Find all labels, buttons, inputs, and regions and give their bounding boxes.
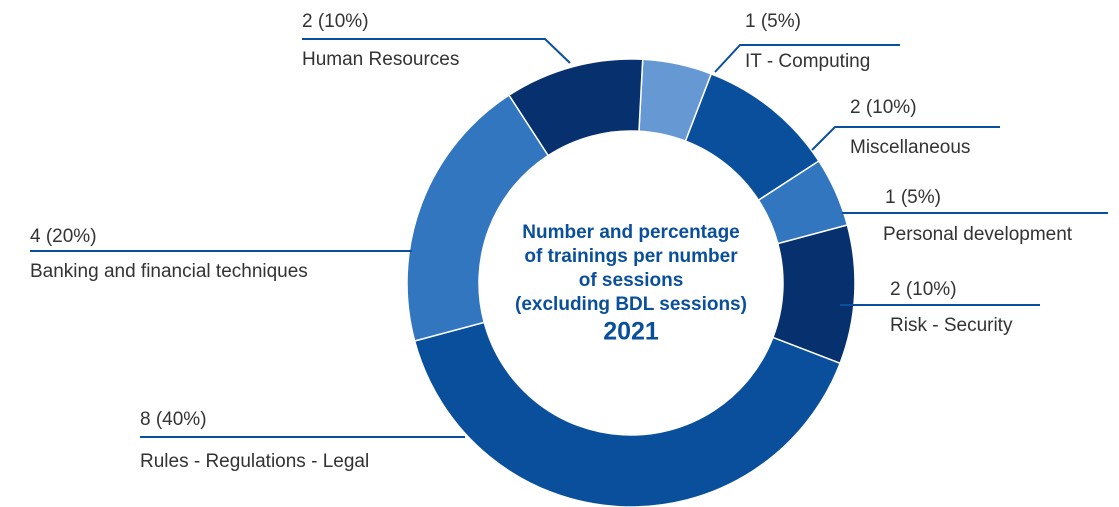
category-label: Rules - Regulations - Legal (140, 451, 369, 472)
labels: 1 (5%) IT - Computing 2 (10%) Miscellaneous… (30, 11, 1108, 472)
center-title: Number and percentage of trainings per nu… (515, 222, 747, 346)
category-label: Banking and financial techniques (30, 261, 308, 282)
donut (406, 58, 856, 507)
donut-segment (413, 321, 842, 507)
data-label: 4 (20%) (30, 226, 97, 247)
data-label: 2 (10%) (890, 279, 957, 300)
leader-line (302, 38, 571, 64)
data-label: 1 (5%) (745, 11, 801, 32)
donut-segment (507, 58, 644, 157)
data-label: 1 (5%) (885, 187, 941, 208)
chart-title: of sessions (579, 270, 684, 291)
leader-line (714, 44, 900, 73)
category-label: Miscellaneous (850, 137, 970, 158)
data-label: 2 (10%) (850, 97, 917, 118)
category-label: Personal development (883, 224, 1073, 245)
chart-subtitle: 2021 (603, 318, 659, 346)
leader-line (811, 126, 1000, 151)
category-label: Risk - Security (890, 315, 1013, 336)
data-label: 8 (40%) (140, 409, 207, 430)
chart-title: Number and percentage (522, 222, 740, 243)
data-label: 2 (10%) (302, 11, 369, 32)
category-label: IT - Computing (745, 51, 870, 72)
chart-title: (excluding BDL sessions) (515, 294, 747, 315)
chart-title: of trainings per number (524, 246, 738, 267)
category-label: Human Resources (302, 49, 459, 70)
